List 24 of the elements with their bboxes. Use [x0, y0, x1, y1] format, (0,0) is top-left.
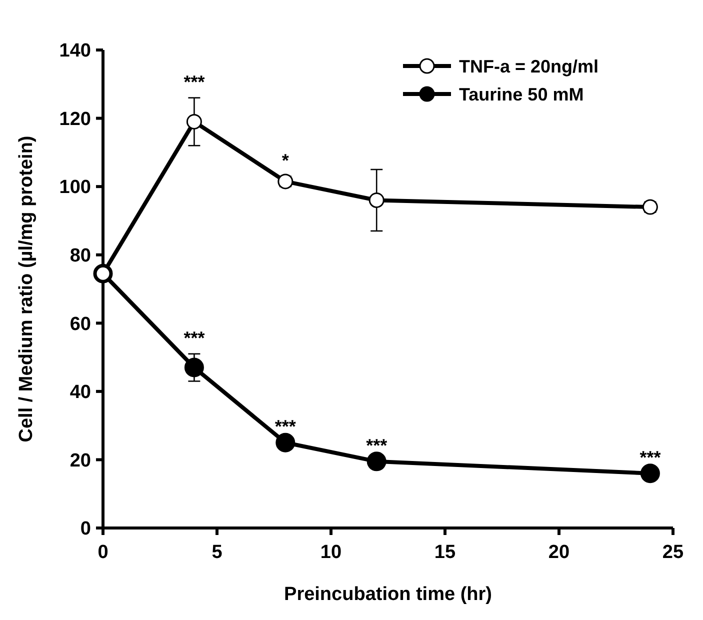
x-tick-label: 25: [662, 542, 684, 563]
x-tick-label: 0: [98, 542, 108, 563]
y-tick-label: 60: [70, 314, 91, 335]
y-tick-label: 0: [80, 518, 91, 540]
annotation: ***: [366, 435, 388, 456]
y-tick-label: 40: [70, 382, 91, 404]
y-tick-label: 140: [59, 40, 91, 62]
annotation: ***: [640, 447, 661, 468]
annotation: ***: [184, 328, 205, 348]
x-tick-label: 20: [548, 542, 570, 563]
legend-label: TNF-a = 20ng/ml: [459, 56, 599, 76]
legend-label: Taurine 50 mM: [459, 84, 584, 104]
x-tick-label: 10: [320, 542, 342, 563]
annotation: *: [282, 150, 289, 170]
x-tick-label: 15: [434, 542, 456, 563]
y-axis-title: Cell / Medium ratio (µl/mg protein): [16, 136, 37, 442]
y-tick-label: 20: [70, 450, 91, 472]
y-tick-label: 100: [59, 177, 91, 198]
x-tick-label: 5: [212, 542, 223, 563]
y-tick-label: 120: [59, 108, 91, 130]
y-tick-label: 80: [70, 246, 91, 267]
x-axis-title: Preincubation time (hr): [284, 584, 492, 605]
annotation: ***: [274, 416, 296, 437]
annotation: ***: [184, 72, 205, 92]
